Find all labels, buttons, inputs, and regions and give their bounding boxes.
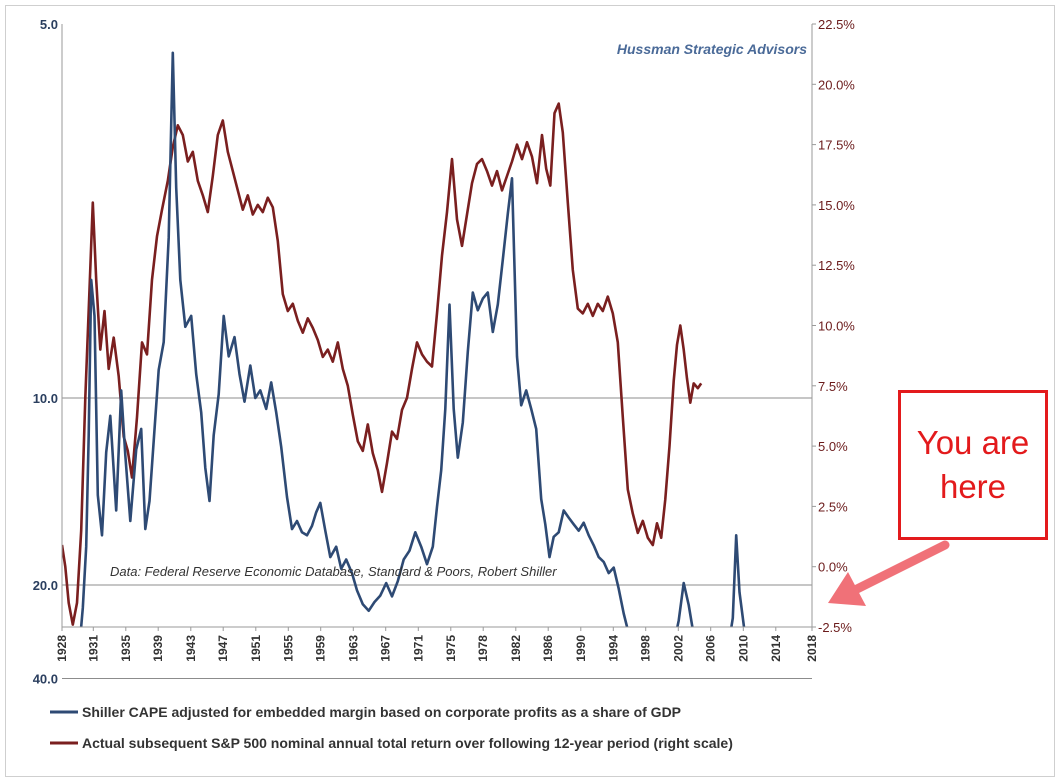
right-tick-label: 7.5% bbox=[818, 379, 848, 394]
right-tick-label: 17.5% bbox=[818, 138, 855, 153]
x-tick-label: 1998 bbox=[639, 635, 653, 662]
left-tick-label: 20.0 bbox=[33, 578, 58, 593]
legend-label-return: Actual subsequent S&P 500 nominal annual… bbox=[82, 735, 733, 751]
x-tick-label: 1994 bbox=[606, 635, 620, 662]
left-tick-label: 10.0 bbox=[33, 391, 58, 406]
x-tick-label: 1978 bbox=[476, 635, 490, 662]
arrow-head bbox=[828, 572, 866, 606]
right-tick-label: 20.0% bbox=[818, 77, 855, 92]
series-line-cape bbox=[79, 51, 746, 627]
you-are-here-box: You are here bbox=[898, 390, 1048, 540]
axes: 5.0 10.0 20.0 40.0 22.5% 20.0% 17.5% 15.0% 12.5%… bbox=[33, 17, 856, 687]
left-tick-label: 40.0 bbox=[33, 672, 58, 687]
legend-label-cape: Shiller CAPE adjusted for embedded margi… bbox=[82, 704, 681, 720]
right-tick-label: 5.0% bbox=[818, 439, 848, 454]
x-tick-label: 2006 bbox=[704, 635, 718, 662]
x-tick-label: 1935 bbox=[119, 635, 133, 662]
x-tick-label: 1951 bbox=[249, 635, 263, 662]
gridlines bbox=[62, 397, 812, 679]
x-tick-label: 2014 bbox=[769, 635, 783, 662]
brand-label: Hussman Strategic Advisors bbox=[617, 41, 807, 57]
x-tick-label: 1939 bbox=[151, 635, 165, 662]
you-are-here-label: You are here bbox=[916, 424, 1030, 505]
x-tick-label: 1955 bbox=[281, 635, 295, 662]
x-tick-label: 1990 bbox=[574, 635, 588, 662]
arrow-shaft bbox=[850, 540, 950, 595]
x-tick-label: 1982 bbox=[509, 635, 523, 662]
source-note: Data: Federal Reserve Economic Database,… bbox=[110, 564, 557, 579]
annotation-arrow bbox=[828, 540, 950, 606]
right-tick-label: -2.5% bbox=[818, 620, 852, 635]
x-tick-label: 1947 bbox=[216, 635, 230, 662]
x-tick-label: 1931 bbox=[86, 635, 100, 662]
x-tick-label: 1971 bbox=[411, 635, 425, 662]
left-tick-label: 5.0 bbox=[40, 17, 58, 32]
right-tick-label: 10.0% bbox=[818, 319, 855, 334]
x-tick-label: 2010 bbox=[736, 635, 750, 662]
plot-area bbox=[62, 51, 746, 627]
series-line-return bbox=[62, 102, 703, 626]
chart-frame bbox=[5, 5, 1055, 777]
right-tick-label: 15.0% bbox=[818, 198, 855, 213]
x-tick-label: 1959 bbox=[314, 635, 328, 662]
legend: Shiller CAPE adjusted for embedded margi… bbox=[50, 704, 733, 751]
x-tick-label: 1967 bbox=[379, 635, 393, 662]
x-tick-label: 1943 bbox=[184, 635, 198, 662]
x-tick-label: 2002 bbox=[671, 635, 685, 662]
x-tick-label: 1928 bbox=[55, 635, 69, 662]
right-tick-label: 2.5% bbox=[818, 499, 848, 514]
right-tick-label: 0.0% bbox=[818, 560, 848, 575]
x-tick-label: 1963 bbox=[346, 635, 360, 662]
right-tick-label: 12.5% bbox=[818, 258, 855, 273]
x-tick-label: 1975 bbox=[444, 635, 458, 662]
right-tick-label: 22.5% bbox=[818, 17, 855, 32]
x-tick-label: 1986 bbox=[541, 635, 555, 662]
x-tick-label: 2018 bbox=[805, 635, 819, 662]
